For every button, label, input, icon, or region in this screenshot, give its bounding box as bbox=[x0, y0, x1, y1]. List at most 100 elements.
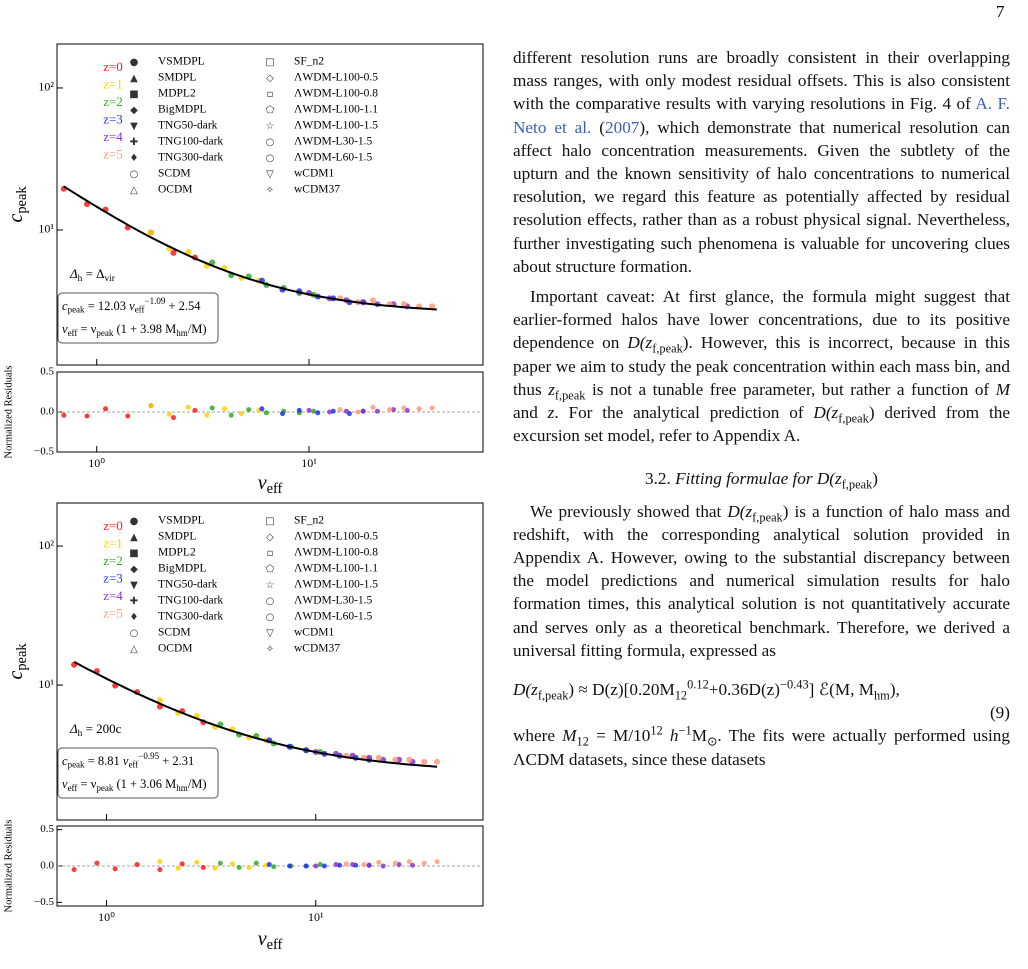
residual-point bbox=[287, 863, 293, 869]
data-point bbox=[434, 758, 441, 765]
math: 12 bbox=[650, 723, 663, 738]
legend-marker: △ bbox=[130, 644, 138, 655]
legend-label: ΛWDM-L60-1.5 bbox=[294, 152, 373, 164]
formula-part: = bbox=[85, 754, 98, 768]
text: = ν bbox=[77, 322, 96, 336]
legend-marker: ⬠ bbox=[266, 105, 275, 116]
legend-label: TNG50-dark bbox=[158, 120, 218, 132]
residual-point bbox=[337, 407, 343, 413]
residual-point bbox=[192, 407, 198, 413]
formula-part: 12.03 bbox=[98, 299, 126, 313]
math: ) bbox=[872, 469, 878, 489]
label: νeff = νpeak (1 + 3.98 Mhm/M) bbox=[62, 322, 207, 338]
legend-label: ΛWDM-L60-1.5 bbox=[294, 611, 373, 623]
formula-part: 2.31 bbox=[172, 754, 194, 768]
data-point bbox=[156, 697, 163, 704]
residual-point bbox=[392, 860, 398, 866]
math: 0.12 bbox=[687, 677, 709, 692]
residual-point bbox=[253, 860, 259, 866]
formula-part: 8.81 bbox=[98, 754, 120, 768]
legend-marker: ◇ bbox=[266, 73, 274, 84]
legend-marker: ● bbox=[130, 516, 139, 527]
residual-point bbox=[279, 411, 285, 417]
residual-point bbox=[317, 862, 323, 868]
math: f,peak bbox=[652, 341, 683, 356]
y-tick-label: 0.0 bbox=[40, 406, 54, 418]
residual-point bbox=[327, 409, 333, 415]
legend-label: z=0 bbox=[103, 518, 123, 533]
citation[interactable]: 2007 bbox=[605, 117, 640, 137]
legend-marker: □ bbox=[265, 516, 274, 527]
text: ν bbox=[258, 472, 267, 494]
legend-marker: ✚ bbox=[130, 137, 138, 148]
residual-axis-label: Normalized Residuals bbox=[3, 365, 14, 458]
residual-point bbox=[157, 859, 163, 865]
legend-marker: ♦ bbox=[130, 612, 139, 623]
citation[interactable]: A. F. Neto et al. bbox=[513, 94, 1010, 137]
legend-label: OCDM bbox=[158, 643, 193, 655]
legend-label: z=3 bbox=[103, 570, 123, 585]
residual-point bbox=[376, 859, 382, 865]
legend-label: TNG100-dark bbox=[158, 595, 223, 607]
legend-label: VSMDPL bbox=[158, 56, 205, 68]
residual-point bbox=[387, 407, 393, 413]
text: = 200c bbox=[82, 721, 121, 736]
residual-point bbox=[194, 859, 200, 865]
plot-frame bbox=[56, 43, 484, 366]
legend-label: TNG50-dark bbox=[158, 579, 218, 591]
residual-point bbox=[343, 408, 349, 414]
paragraph: Important caveat: At first glance, the f… bbox=[513, 285, 1010, 447]
residual-point bbox=[179, 861, 185, 867]
subscript: eff bbox=[68, 783, 78, 793]
legend-marker: □ bbox=[265, 57, 274, 68]
fit-curve bbox=[63, 185, 437, 311]
residual-point bbox=[94, 860, 100, 866]
y-tick-label: 10¹ bbox=[38, 677, 54, 691]
legend-marker: ♦ bbox=[130, 153, 139, 164]
data-point bbox=[400, 301, 407, 308]
legend-label: ΛWDM-L100-1.5 bbox=[294, 579, 378, 591]
figure: 10⁰ 10¹ 10¹ 10² −0.5 0.0 0.5 z=0 z=1 z=2 z=3 z=4 z=5… bbox=[3, 43, 484, 953]
legend-marker: △ bbox=[130, 185, 138, 196]
residual-point bbox=[361, 862, 367, 868]
residual-point bbox=[313, 863, 319, 869]
legend-label: SCDM bbox=[158, 168, 191, 180]
math: hm bbox=[873, 688, 890, 703]
legend-marker: ○ bbox=[130, 628, 139, 639]
residual-point bbox=[315, 410, 321, 416]
text: Δ bbox=[69, 721, 78, 736]
math: M bbox=[995, 379, 1011, 399]
formula-part: + bbox=[165, 299, 178, 313]
legend-marker: ■ bbox=[129, 89, 138, 100]
legend-marker: ○ bbox=[266, 596, 275, 607]
residual-point bbox=[200, 864, 206, 870]
math: ⊙ bbox=[706, 734, 718, 749]
label: cpeak bbox=[5, 643, 31, 680]
legend-marker: ☆ bbox=[266, 121, 275, 132]
equation: D(zf,peak) ≈ D(z)[0.20M120.12+0.36D(z)−0… bbox=[513, 677, 1010, 703]
legend-label: VSMDPL bbox=[158, 515, 205, 527]
text: different resolution runs are broadly co… bbox=[513, 48, 1010, 114]
y-tick-label: 10¹ bbox=[38, 222, 54, 236]
fit-box bbox=[57, 747, 219, 799]
residual-point bbox=[366, 862, 372, 868]
math: ), bbox=[889, 680, 900, 700]
residual-point bbox=[125, 413, 131, 419]
legend-marker: ▼ bbox=[130, 121, 138, 132]
subscript: h bbox=[78, 729, 83, 739]
residual-point bbox=[311, 408, 317, 414]
legend-label: wCDM1 bbox=[294, 168, 335, 180]
legend-marker: ▫ bbox=[267, 89, 274, 100]
math: = M/10 bbox=[588, 726, 651, 746]
subscript: vir bbox=[105, 274, 116, 284]
residual-point bbox=[266, 862, 272, 868]
text: c bbox=[5, 214, 27, 223]
formula-part: −0.95 bbox=[138, 751, 159, 761]
legend-label: ΛWDM-L100-1.5 bbox=[294, 120, 378, 132]
formula-part: 2.54 bbox=[179, 299, 202, 313]
residual-point bbox=[236, 864, 242, 870]
legend-label: SF_n2 bbox=[294, 56, 324, 68]
math: 12 bbox=[576, 734, 589, 749]
residual-point bbox=[374, 408, 380, 414]
legend-label: SCDM bbox=[158, 627, 191, 639]
